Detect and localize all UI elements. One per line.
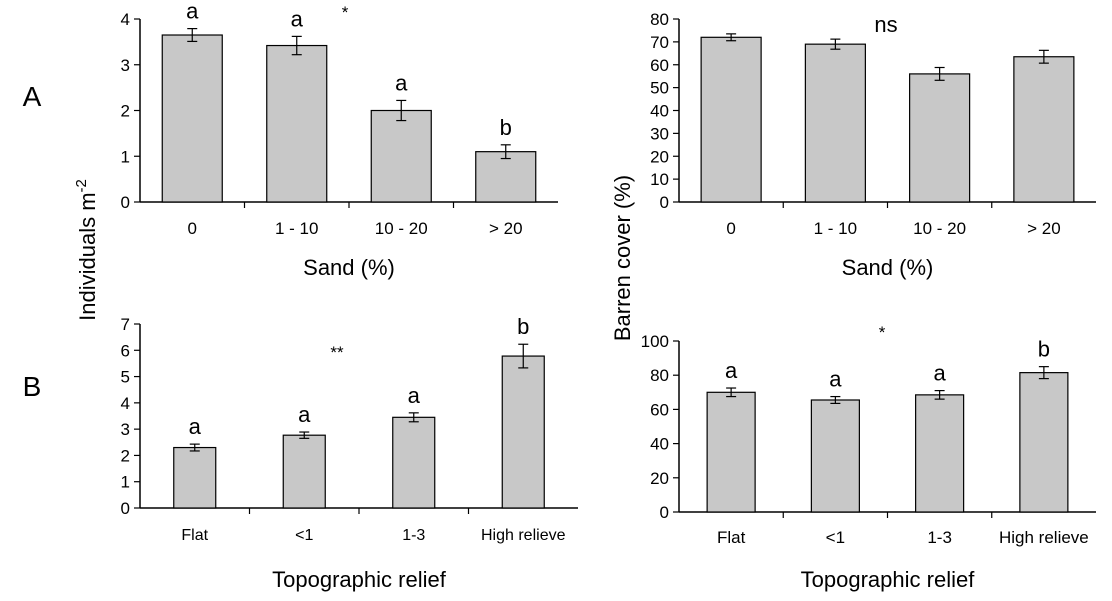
bar [475,151,537,203]
significance-letter: a [395,70,408,95]
y-tick-label: 3 [121,420,130,439]
y-tick-label: 0 [121,193,130,212]
significance-letter: a [189,414,202,439]
bar [810,399,860,513]
y-tick-label: 2 [121,102,130,121]
significance-marker: ns [874,12,897,37]
bar [1019,372,1069,513]
y-tick-label: 80 [650,366,669,385]
x-tick-label: 10 - 20 [375,219,428,238]
y-tick-label: 7 [121,315,130,334]
significance-letter: a [829,367,842,392]
y-tick-label: 70 [650,33,669,52]
y-tick-label: 20 [650,469,669,488]
x-axis-label: Sand (%) [842,255,934,280]
bar [266,44,328,203]
x-tick-label: Flat [717,528,746,547]
bar [1013,56,1075,203]
significance-letter: a [186,0,199,24]
significance-letter: a [298,402,311,427]
x-tick-label: 0 [188,219,197,238]
x-tick-label: > 20 [1027,219,1061,238]
y-tick-label: 0 [660,503,669,522]
significance-letter: b [517,314,529,339]
bar [915,394,965,513]
bar [282,434,326,509]
x-tick-label: <1 [826,528,845,547]
y-tick-label: 100 [641,332,669,351]
y-tick-label: 4 [121,394,130,413]
bar [392,416,436,509]
y-tick-label: 1 [121,473,130,492]
y-tick-label: 10 [650,170,669,189]
bar [501,355,545,509]
x-tick-label: 1-3 [402,527,425,544]
significance-letter: a [291,6,304,31]
bar [173,446,217,509]
y-tick-label: 0 [660,193,669,212]
ylabel-left-superscript: -2 [73,179,90,192]
significance-letter: b [500,115,512,140]
ylabel-right: Barren cover (%) [610,175,635,341]
x-tick-label: 10 - 20 [913,219,966,238]
y-tick-label: 2 [121,446,130,465]
x-axis-label: Topographic relief [801,567,976,592]
row-label-a: A [23,81,42,112]
x-axis-label: Sand (%) [303,255,395,280]
y-tick-label: 60 [650,56,669,75]
y-tick-label: 6 [121,341,130,360]
y-tick-label: 4 [121,10,130,29]
bar [706,391,756,513]
chart-B-right: 0 20 40 60 80 100 Flat a <1 a 1-3 a High relieve b Top… [641,323,1096,592]
x-tick-label: High relieve [999,528,1089,547]
significance-marker: * [879,323,886,342]
significance-letter: a [408,383,421,408]
y-tick-label: 40 [650,102,669,121]
significance-marker: ** [330,343,344,362]
y-tick-label: 3 [121,56,130,75]
y-tick-label: 40 [650,435,669,454]
ylabel-left: Individuals m-2 [73,179,100,321]
chart-A-right: 0 10 20 30 40 50 60 70 80 0 1 - 10 10 - 20 > 20 Sand … [650,10,1096,280]
y-tick-label: 60 [650,400,669,419]
y-tick-label: 0 [121,499,130,518]
bar [370,109,432,203]
bar [161,34,223,203]
ylabel-left-text: Individuals m [75,192,100,320]
x-tick-label: Flat [181,527,208,544]
bar [700,36,762,203]
x-tick-label: High relieve [481,527,566,544]
x-axis-label: Topographic relief [272,567,447,592]
x-tick-label: <1 [295,527,313,544]
y-tick-label: 80 [650,10,669,29]
bar [804,43,866,203]
significance-letter: a [934,361,947,386]
y-tick-label: 30 [650,124,669,143]
significance-letter: a [725,358,738,383]
bar [909,73,971,203]
chart-A-left: 0 1 2 3 4 0 a 1 - 10 a 10 - 20 a > 20 b Sand (%) * [121,0,558,280]
significance-letter: b [1038,337,1050,362]
x-tick-label: 1 - 10 [275,219,318,238]
chart-B-left: 0 1 2 3 4 5 6 7 Flat a <1 a 1-3 a High relieve b Topogra… [121,314,578,592]
x-tick-label: 1 - 10 [814,219,857,238]
row-label-b: B [23,371,42,402]
y-tick-label: 50 [650,79,669,98]
y-tick-label: 1 [121,147,130,166]
x-tick-label: 1-3 [927,528,952,547]
x-tick-label: > 20 [489,219,523,238]
significance-marker: * [342,3,349,22]
y-tick-label: 20 [650,147,669,166]
y-tick-label: 5 [121,368,130,387]
x-tick-label: 0 [726,219,735,238]
